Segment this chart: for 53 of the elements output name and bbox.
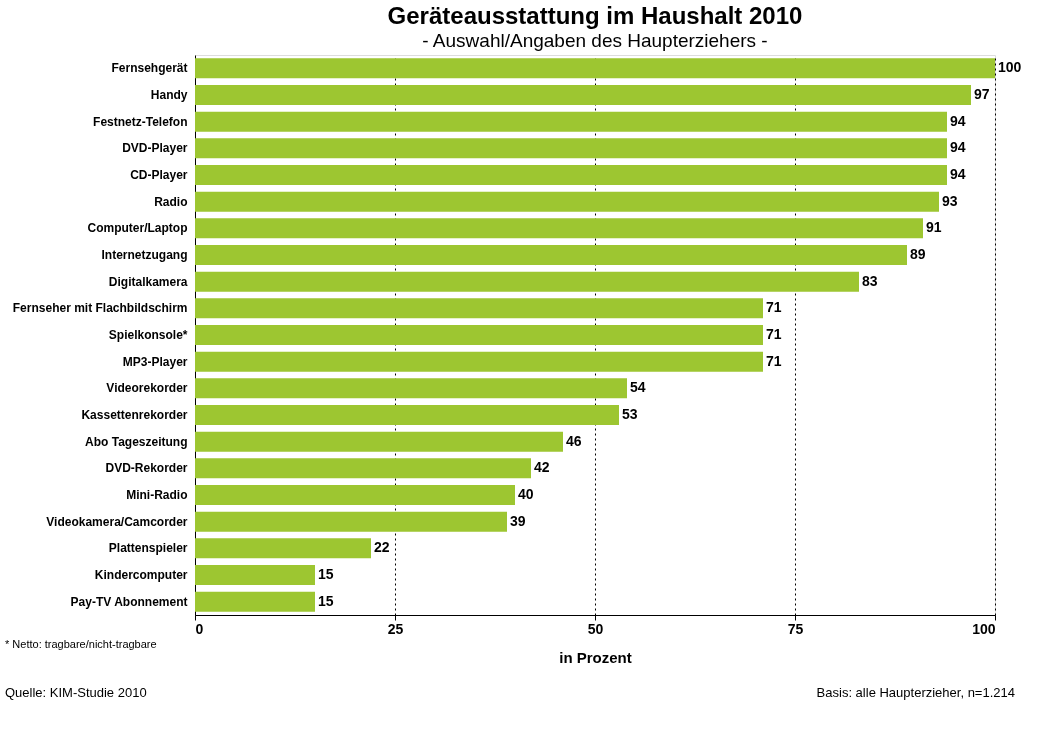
data-label: 94 <box>950 166 966 182</box>
y-tick-label: Kindercomputer <box>94 568 188 582</box>
data-label: 39 <box>510 512 526 529</box>
text: Basis: alle Haupterzieher, n=1.214 <box>816 685 1015 700</box>
y-tick-label: DVD-Player <box>122 141 188 156</box>
data-label: 71 <box>766 326 782 342</box>
data-label: 54 <box>630 379 646 396</box>
source-note: Quelle: KIM-Studie 2010 <box>5 685 147 700</box>
y-tick-label: Videorekorder <box>106 381 188 396</box>
x-tick-label: 0 <box>195 620 204 637</box>
data-label: 15 <box>318 592 334 609</box>
x-tick-label: 100 <box>972 620 996 637</box>
data-label: 89 <box>910 246 926 262</box>
data-label: 53 <box>622 406 638 422</box>
data-label: 22 <box>374 539 390 556</box>
chart-subtitle: - Auswahl/Angaben des Haupterziehers - <box>422 30 768 51</box>
data-label: 83 <box>862 272 878 289</box>
data-label: 71 <box>766 352 782 369</box>
y-tick-label: Computer/Laptop <box>87 221 188 236</box>
data-label: 94 <box>950 139 966 156</box>
y-tick-label: Festnetz-Telefon <box>93 114 188 129</box>
data-label: 46 <box>566 432 582 449</box>
y-tick-label: Handy <box>150 88 188 102</box>
y-tick-label: Videokamera/Camcorder <box>46 514 188 529</box>
y-tick-label: Internetzugang <box>101 248 188 262</box>
y-tick-label: Digitalkamera <box>108 274 188 289</box>
data-label: 42 <box>534 459 550 476</box>
y-tick-label: Spielkonsole* <box>108 328 188 342</box>
x-axis-title: in Prozent <box>559 648 632 666</box>
x-tick-label: 25 <box>387 620 404 637</box>
y-tick-label: Plattenspieler <box>108 541 188 556</box>
y-tick-label: Abo Tageszeitung <box>85 434 188 449</box>
x-tick-label: 75 <box>787 620 804 637</box>
data-label: 40 <box>518 486 534 502</box>
data-label: 94 <box>950 112 966 129</box>
x-tick-label: 50 <box>587 620 604 637</box>
data-label: 100 <box>998 59 1022 76</box>
text: * Netto: tragbare/nicht-tragbare <box>5 638 157 650</box>
y-tick-label: Radio <box>154 194 188 209</box>
data-label: 93 <box>942 192 958 209</box>
data-label: 97 <box>974 86 990 102</box>
y-tick-label: Pay-TV Abonnement <box>70 594 188 609</box>
y-tick-label: Fernsehgerät <box>111 61 188 76</box>
data-label: 71 <box>766 299 782 316</box>
y-tick-label: Mini-Radio <box>126 488 188 502</box>
y-tick-label: MP3-Player <box>122 354 188 369</box>
data-label: 15 <box>318 566 334 582</box>
y-tick-label: DVD-Rekorder <box>105 461 188 476</box>
y-tick-label: CD-Player <box>130 168 188 182</box>
y-tick-label: Fernseher mit Flachbildschirm <box>12 301 188 316</box>
data-label: 91 <box>926 219 942 236</box>
chart-title: Geräteausstattung im Haushalt 2010 <box>387 2 803 29</box>
y-tick-label: Kassettenrekorder <box>81 408 188 422</box>
